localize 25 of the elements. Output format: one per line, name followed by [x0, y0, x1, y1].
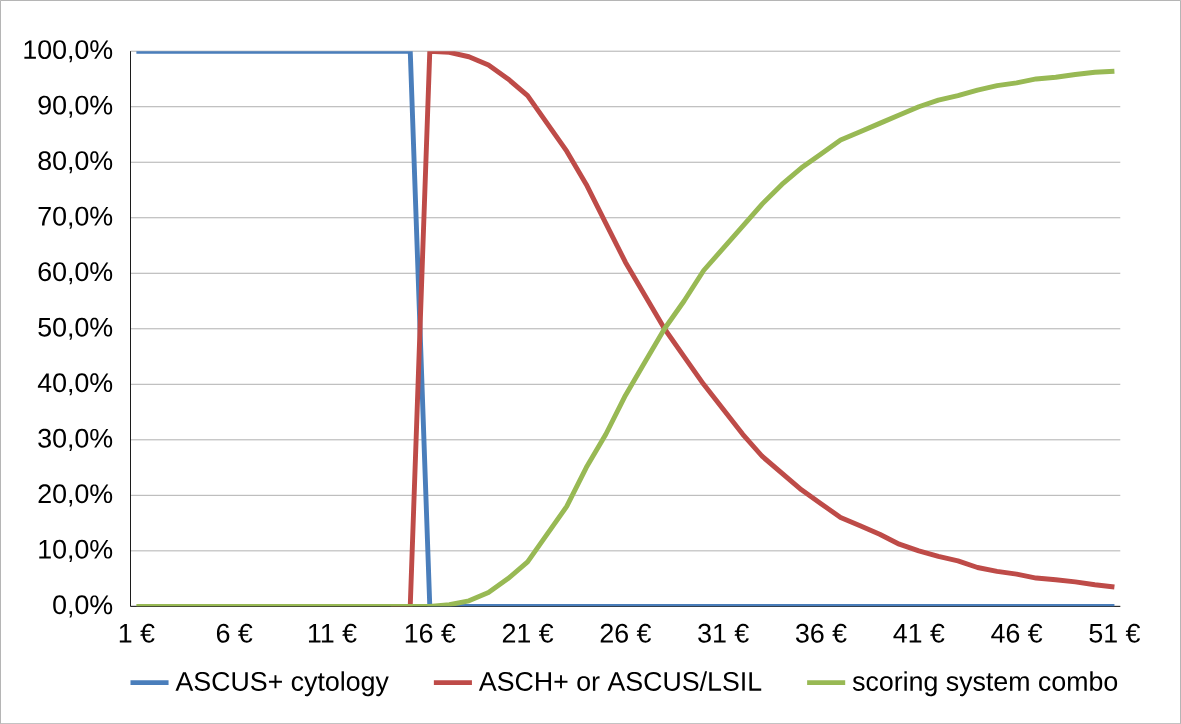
legend-label: ASCUS+ cytology [175, 671, 389, 697]
y-tick-label: 70,0% [38, 206, 113, 229]
legend-label: scoring system combo [852, 671, 1118, 697]
x-tick-label: 31 € [698, 623, 749, 643]
x-tick-label: 46 € [991, 623, 1043, 643]
x-tick-label: 41 € [893, 623, 945, 643]
x-tick-label: 16 € [405, 623, 456, 643]
y-tick-label: 80,0% [38, 151, 113, 174]
x-tick-label: 11 € [308, 623, 357, 643]
x-tick-label: 26 € [600, 623, 652, 643]
x-tick-label: 6 € [216, 623, 253, 643]
x-tick-label: 1 € [119, 623, 155, 643]
y-tick-label: 100,0% [24, 40, 113, 63]
x-tick-label: 21 € [502, 623, 554, 643]
y-tick-label: 50,0% [38, 317, 113, 340]
x-tick-label: 36 € [795, 623, 847, 643]
legend-label: ASCH+ or ASCUS/LSIL [478, 671, 762, 691]
y-tick-label: 40,0% [37, 373, 113, 396]
y-tick-label: 20,0% [38, 484, 113, 507]
x-tick-label: 51 € [1089, 623, 1141, 643]
y-tick-label: 0,0% [53, 595, 113, 618]
y-tick-label: 30,0% [38, 428, 113, 451]
y-tick-label: 60,0% [38, 262, 113, 285]
y-tick-label: 10,0% [39, 539, 113, 562]
y-tick-label: 90,0% [38, 95, 113, 118]
